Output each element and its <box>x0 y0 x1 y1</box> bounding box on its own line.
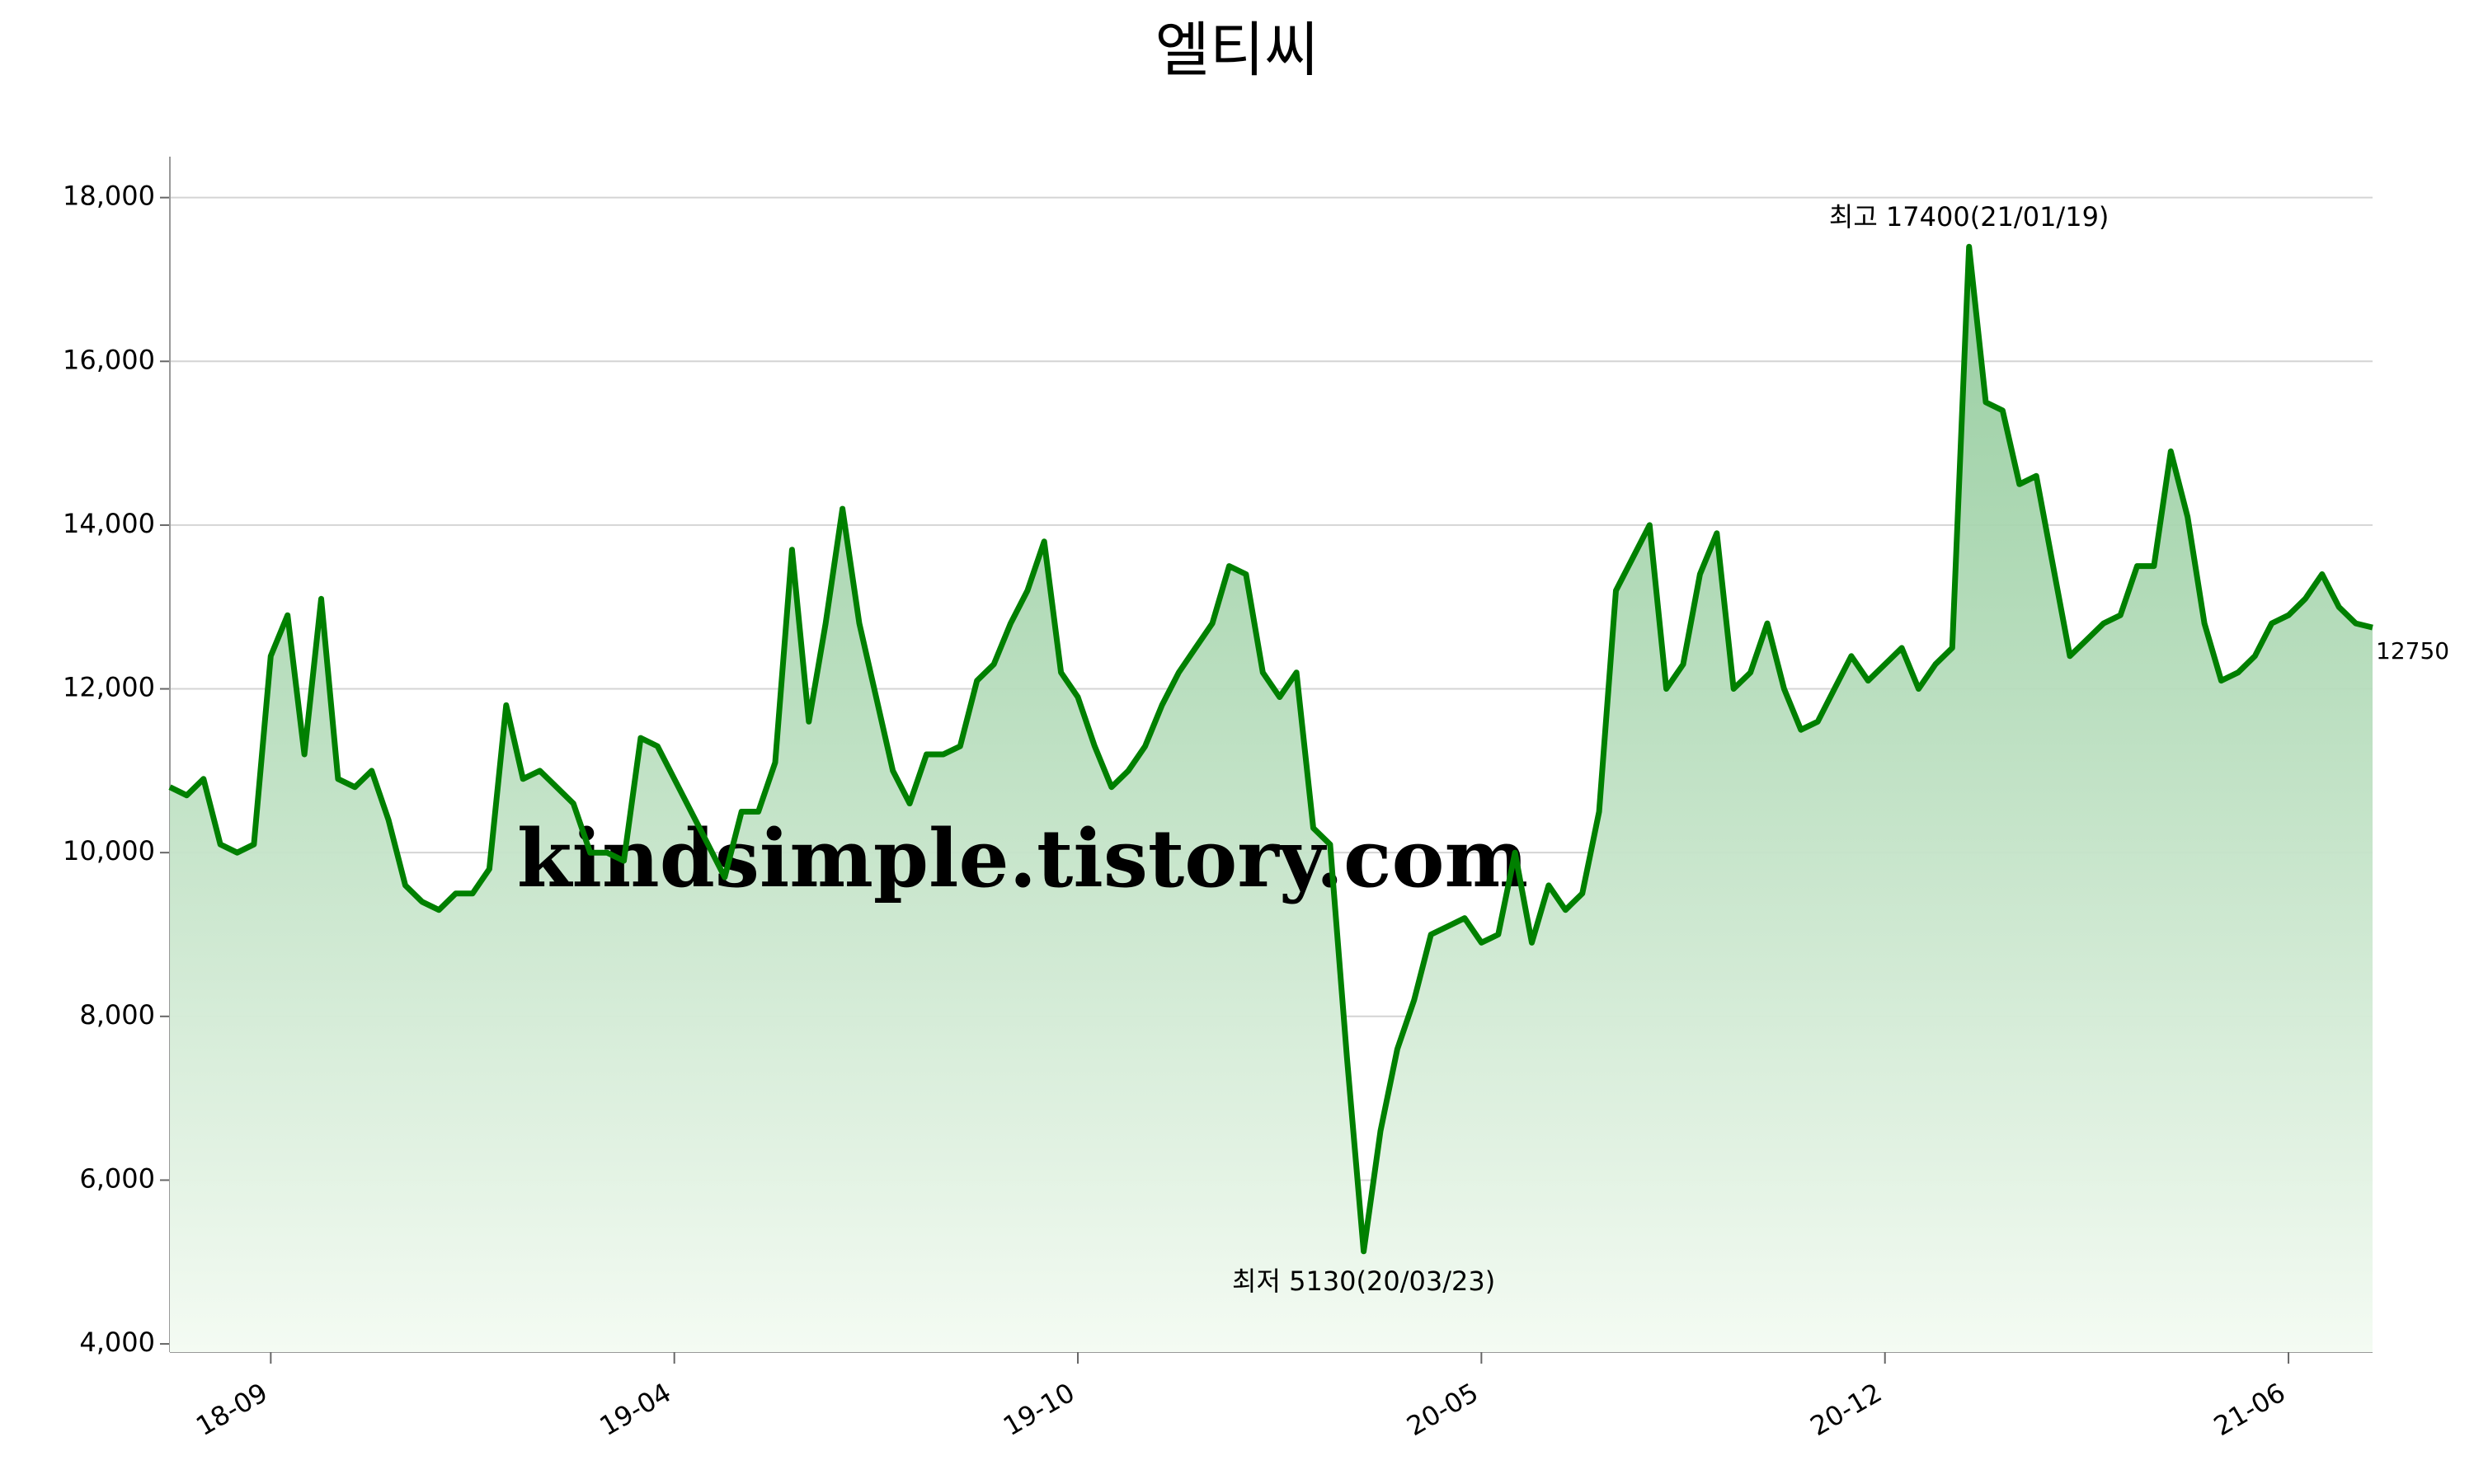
x-tick-label: 20-05 <box>1401 1377 1484 1442</box>
x-tick-label: 19-04 <box>595 1377 677 1442</box>
max-label: 최고 17400(21/01/19) <box>1829 201 2109 232</box>
min-label: 최저 5130(20/03/23) <box>1232 1266 1495 1297</box>
area <box>170 247 2373 1353</box>
y-tick-label: 16,000 <box>63 344 155 375</box>
x-tick-label: 18-09 <box>190 1377 273 1442</box>
y-tick-label: 4,000 <box>79 1327 155 1358</box>
y-tick-label: 18,000 <box>63 181 155 212</box>
x-tick-label: 21-06 <box>2208 1377 2291 1442</box>
price-line <box>168 243 2373 1255</box>
y-tick-label: 6,000 <box>79 1162 155 1194</box>
y-tick-label: 8,000 <box>79 999 155 1031</box>
watermark: kindsimple.tistory.com <box>517 812 1528 905</box>
y-tick-label: 14,000 <box>63 508 155 539</box>
x-tick-label: 19-10 <box>998 1377 1080 1442</box>
y-tick-label: 12,000 <box>63 672 155 703</box>
x-tick-label: 20-12 <box>1805 1377 1888 1442</box>
y-tick-label: 10,000 <box>63 835 155 866</box>
chart-title: 엘티씨 <box>1155 16 1319 85</box>
last-value-label: 12750 <box>2376 637 2449 665</box>
